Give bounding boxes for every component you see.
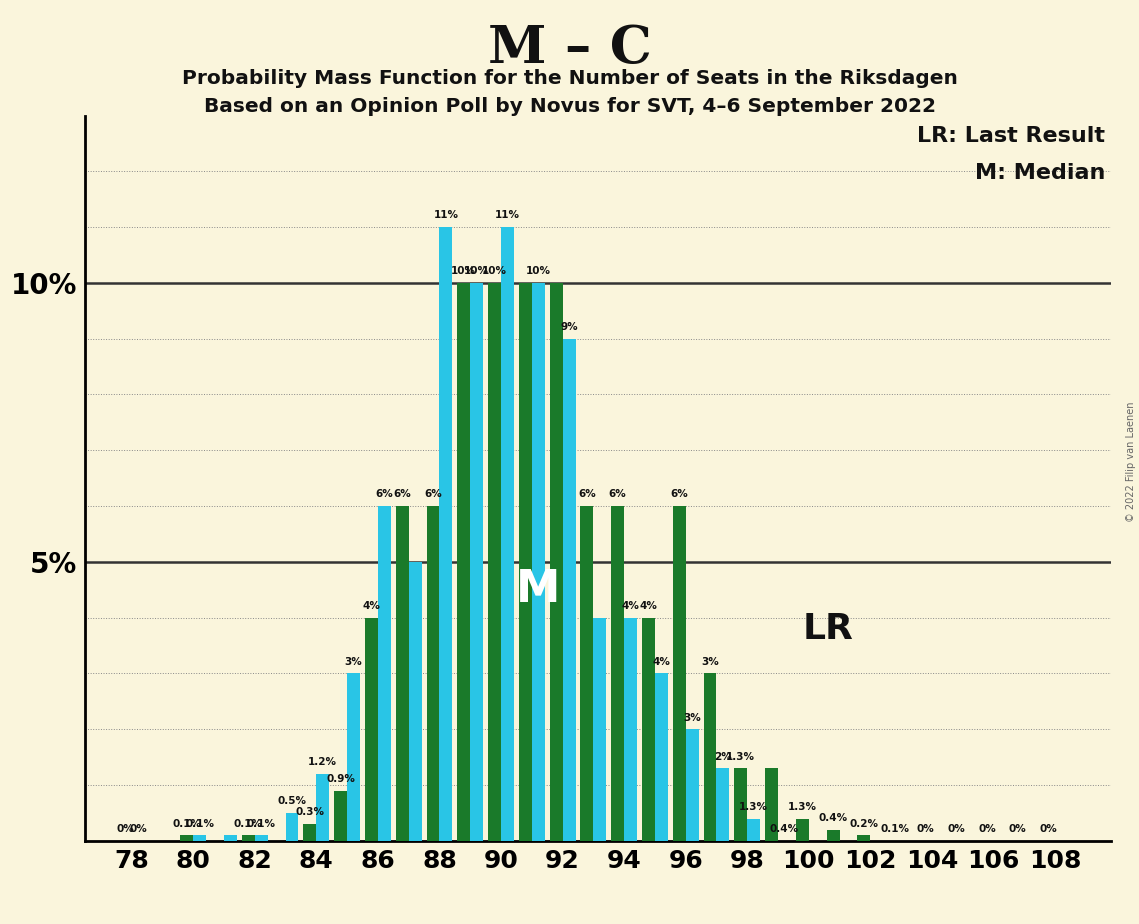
Text: 10%: 10%	[526, 266, 551, 276]
Bar	[519, 283, 532, 841]
Bar	[747, 819, 760, 841]
Bar	[457, 283, 470, 841]
Text: 0%: 0%	[1040, 824, 1057, 834]
Text: 10%: 10%	[451, 266, 476, 276]
Text: 4%: 4%	[639, 601, 657, 611]
Text: Probability Mass Function for the Number of Seats in the Riksdagen: Probability Mass Function for the Number…	[181, 69, 958, 89]
Bar	[716, 769, 729, 841]
Text: 0.1%: 0.1%	[247, 819, 276, 829]
Bar	[440, 227, 452, 841]
Bar	[673, 506, 686, 841]
Bar	[532, 283, 544, 841]
Text: 6%: 6%	[393, 490, 411, 499]
Text: 9%: 9%	[560, 322, 577, 332]
Text: 0.1%: 0.1%	[233, 819, 263, 829]
Text: 0%: 0%	[1009, 824, 1026, 834]
Text: 4%: 4%	[653, 657, 671, 667]
Text: 4%: 4%	[362, 601, 380, 611]
Bar	[655, 674, 667, 841]
Text: 0.2%: 0.2%	[850, 819, 878, 829]
Bar	[409, 562, 421, 841]
Bar	[364, 617, 378, 841]
Text: Based on an Opinion Poll by Novus for SVT, 4–6 September 2022: Based on an Opinion Poll by Novus for SV…	[204, 97, 935, 116]
Bar	[334, 791, 347, 841]
Bar	[347, 674, 360, 841]
Bar	[241, 835, 255, 841]
Bar	[827, 830, 839, 841]
Text: 0%: 0%	[948, 824, 965, 834]
Text: 11%: 11%	[434, 211, 458, 221]
Text: 2%: 2%	[714, 751, 732, 761]
Text: 6%: 6%	[424, 490, 442, 499]
Bar	[180, 835, 194, 841]
Text: 1.2%: 1.2%	[309, 757, 337, 767]
Bar	[735, 769, 747, 841]
Text: 0.4%: 0.4%	[819, 813, 847, 823]
Text: 3%: 3%	[702, 657, 719, 667]
Text: 0.1%: 0.1%	[186, 819, 214, 829]
Text: 3%: 3%	[345, 657, 362, 667]
Text: 3%: 3%	[683, 712, 700, 723]
Text: 6%: 6%	[671, 490, 688, 499]
Bar	[395, 506, 409, 841]
Bar	[501, 227, 514, 841]
Text: 0%: 0%	[129, 824, 147, 834]
Text: 6%: 6%	[577, 490, 596, 499]
Bar	[642, 617, 655, 841]
Text: 0%: 0%	[978, 824, 995, 834]
Bar	[470, 283, 483, 841]
Text: 6%: 6%	[376, 490, 393, 499]
Text: 10%: 10%	[465, 266, 489, 276]
Text: 1.3%: 1.3%	[727, 751, 755, 761]
Bar	[426, 506, 440, 841]
Bar	[303, 824, 317, 841]
Text: 0.4%: 0.4%	[770, 824, 800, 834]
Text: 0.5%: 0.5%	[278, 796, 306, 807]
Bar	[581, 506, 593, 841]
Text: 0.1%: 0.1%	[880, 824, 909, 834]
Bar	[686, 729, 698, 841]
Bar	[224, 835, 237, 841]
Bar	[858, 835, 870, 841]
Bar	[194, 835, 206, 841]
Bar	[489, 283, 501, 841]
Text: 4%: 4%	[622, 601, 639, 611]
Bar	[624, 617, 637, 841]
Text: 0.1%: 0.1%	[172, 819, 202, 829]
Text: 6%: 6%	[609, 490, 626, 499]
Text: M: M	[516, 568, 560, 612]
Bar	[286, 813, 298, 841]
Bar	[563, 339, 575, 841]
Text: 1.3%: 1.3%	[739, 802, 768, 812]
Text: LR: LR	[803, 612, 853, 646]
Bar	[612, 506, 624, 841]
Text: 0.3%: 0.3%	[295, 808, 325, 818]
Text: 10%: 10%	[482, 266, 507, 276]
Bar	[255, 835, 268, 841]
Bar	[704, 674, 716, 841]
Bar	[317, 774, 329, 841]
Bar	[550, 283, 563, 841]
Text: 11%: 11%	[495, 211, 521, 221]
Text: M – C: M – C	[487, 23, 652, 74]
Text: 0.9%: 0.9%	[326, 774, 355, 784]
Text: LR: Last Result: LR: Last Result	[917, 127, 1105, 146]
Text: 0%: 0%	[116, 824, 134, 834]
Text: 1.3%: 1.3%	[788, 802, 817, 812]
Text: © 2022 Filip van Laenen: © 2022 Filip van Laenen	[1126, 402, 1136, 522]
Text: M: Median: M: Median	[975, 163, 1105, 183]
Bar	[378, 506, 391, 841]
Text: 0%: 0%	[917, 824, 934, 834]
Bar	[796, 819, 809, 841]
Bar	[765, 769, 778, 841]
Bar	[593, 617, 606, 841]
